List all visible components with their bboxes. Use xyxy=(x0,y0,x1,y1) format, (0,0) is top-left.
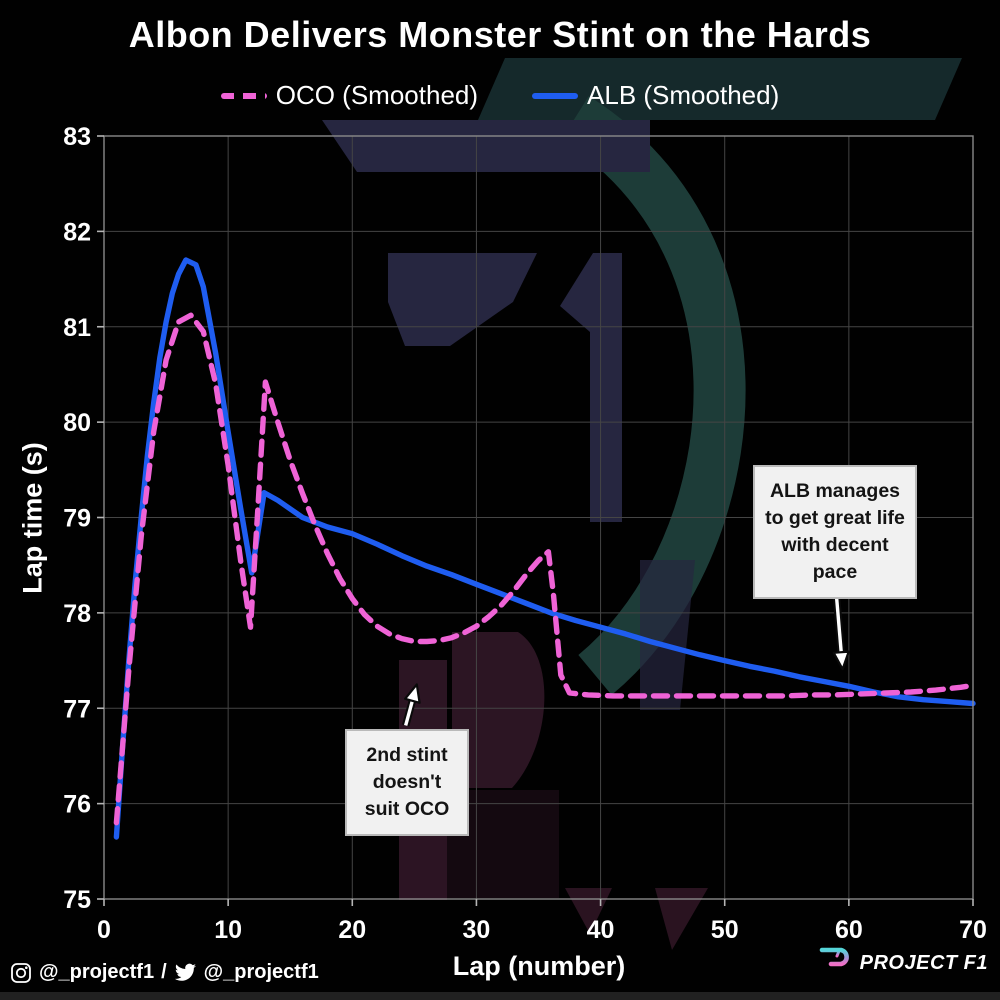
axes: 0 10 20 30 40 50 60 70 75 76 77 78 79 80 81 82 83 xyxy=(63,123,987,944)
y-tick-label: 75 xyxy=(63,886,91,914)
twitter-handle: @_projectf1 xyxy=(203,961,319,983)
alb-solid-line-swatch xyxy=(532,92,579,99)
y-tick-label: 80 xyxy=(63,409,91,437)
instagram-handle: @_projectf1 xyxy=(39,961,155,983)
legend-item-alb: ALB (Smoothed) xyxy=(532,80,779,111)
legend-label-alb: ALB (Smoothed) xyxy=(587,80,780,110)
y-tick-label: 83 xyxy=(63,123,91,151)
arrow-shaft xyxy=(834,595,844,657)
y-tick-label: 81 xyxy=(63,314,91,342)
y-tick-label: 78 xyxy=(63,600,91,628)
series-line-oco-smoothed xyxy=(113,312,976,826)
arrow-head xyxy=(832,650,850,671)
x-axis-title: Lap (number) xyxy=(452,951,626,981)
annotation-arrows xyxy=(402,595,850,727)
x-tick-label: 50 xyxy=(711,916,739,944)
y-tick-label: 82 xyxy=(63,218,91,246)
x-tick-label: 10 xyxy=(214,916,242,944)
arrow-head xyxy=(404,683,421,704)
projectf1-logo xyxy=(816,942,852,984)
legend-item-oco: OCO (Smoothed) xyxy=(220,80,479,111)
legend: OCO (Smoothed) ALB (Smoothed) xyxy=(0,80,1000,111)
oco-dashed-line-swatch xyxy=(220,92,267,99)
twitter-icon xyxy=(174,961,197,984)
handle-separator: / xyxy=(161,961,167,983)
x-tick-label: 30 xyxy=(463,916,491,944)
social-handles: @_projectf1 / @_projectf1 xyxy=(10,961,319,984)
y-tick-label: 79 xyxy=(63,505,91,533)
bottom-strip xyxy=(0,992,1000,1000)
projectf1-watermark xyxy=(322,58,962,950)
legend-label-oco: OCO (Smoothed) xyxy=(275,80,479,110)
annotation-alb-tyre-life: ALB manages to get great life with decen… xyxy=(753,465,917,599)
x-tick-label: 70 xyxy=(959,916,987,944)
y-tick-label: 76 xyxy=(63,791,91,819)
brand-name: PROJECT F1 xyxy=(859,951,988,974)
annotation-oco-second-stint: 2nd stint doesn't suit OCO xyxy=(345,729,469,836)
x-tick-label: 60 xyxy=(835,916,863,944)
chart-title: Albon Delivers Monster Stint on the Hard… xyxy=(128,14,872,55)
x-tick-label: 20 xyxy=(338,916,366,944)
x-tick-label: 0 xyxy=(97,916,111,944)
y-axis-title: Lap time (s) xyxy=(17,442,48,594)
instagram-icon xyxy=(10,962,32,984)
y-tick-label: 77 xyxy=(63,695,91,723)
brand-lockup: PROJECT F1 xyxy=(816,942,988,984)
series-line-alb-smoothed xyxy=(113,257,976,840)
x-tick-label: 40 xyxy=(587,916,615,944)
series-lines xyxy=(113,257,976,840)
